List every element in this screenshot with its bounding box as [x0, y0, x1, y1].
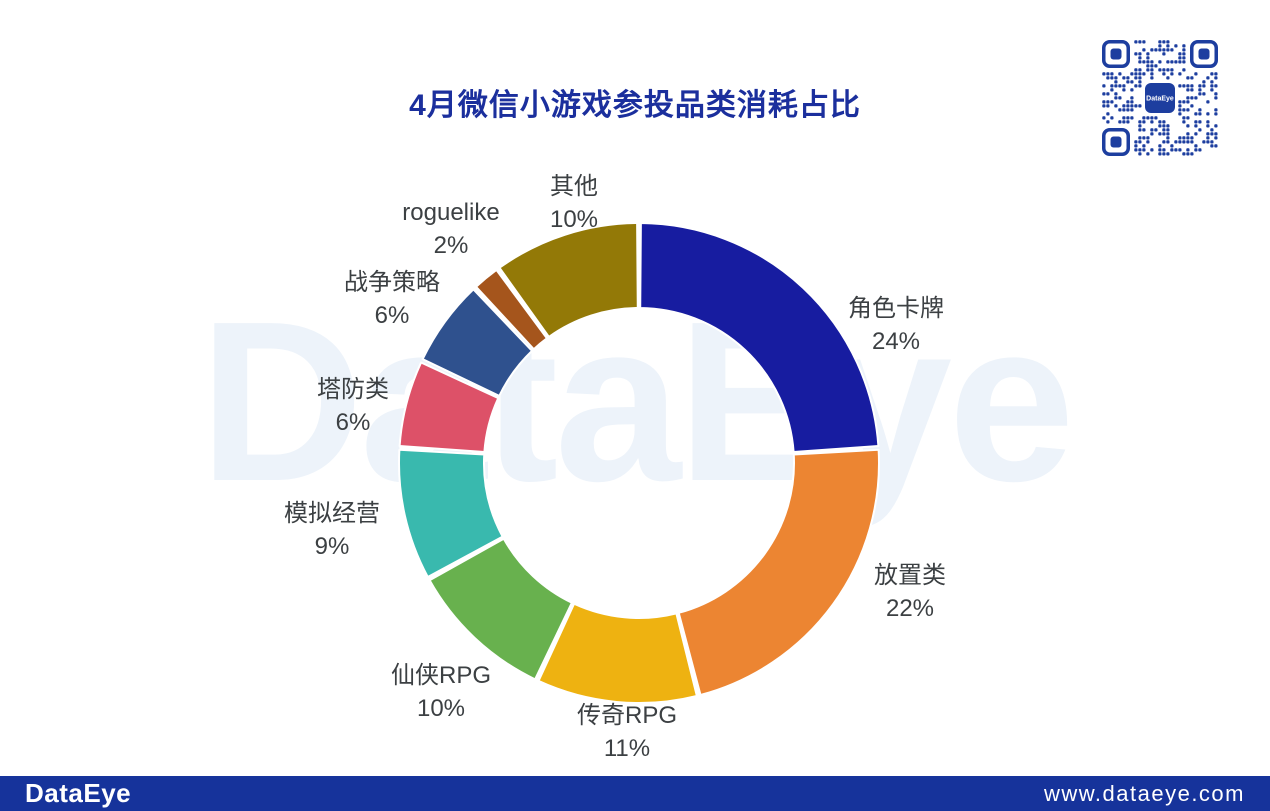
- pie-slice-战争策略: [421, 288, 534, 397]
- pie-slice-放置类: [677, 448, 880, 696]
- chart-title: 4月微信小游戏参投品类消耗占比: [409, 89, 861, 122]
- pie-slice-其他: [498, 222, 639, 338]
- dataeye-logo: DataEye: [25, 778, 132, 808]
- dataeye-watermark: DataEye: [199, 275, 1075, 529]
- qr-center-logo: DataEye: [1146, 96, 1174, 103]
- pie-slice-仙侠RPG: [428, 537, 573, 681]
- pie-slice-模拟经营: [398, 448, 504, 578]
- pie-slice-传奇RPG: [537, 602, 698, 704]
- footer-url: www.dataeye.com: [1043, 780, 1245, 806]
- pie-slice-塔防类: [398, 361, 500, 454]
- pie-slice-角色卡牌: [639, 222, 880, 454]
- qr-code: DataEye: [1100, 38, 1220, 163]
- pie-slice-roguelike: [475, 268, 548, 351]
- footer-bar: DataEye www.dataeye.com: [0, 776, 1270, 811]
